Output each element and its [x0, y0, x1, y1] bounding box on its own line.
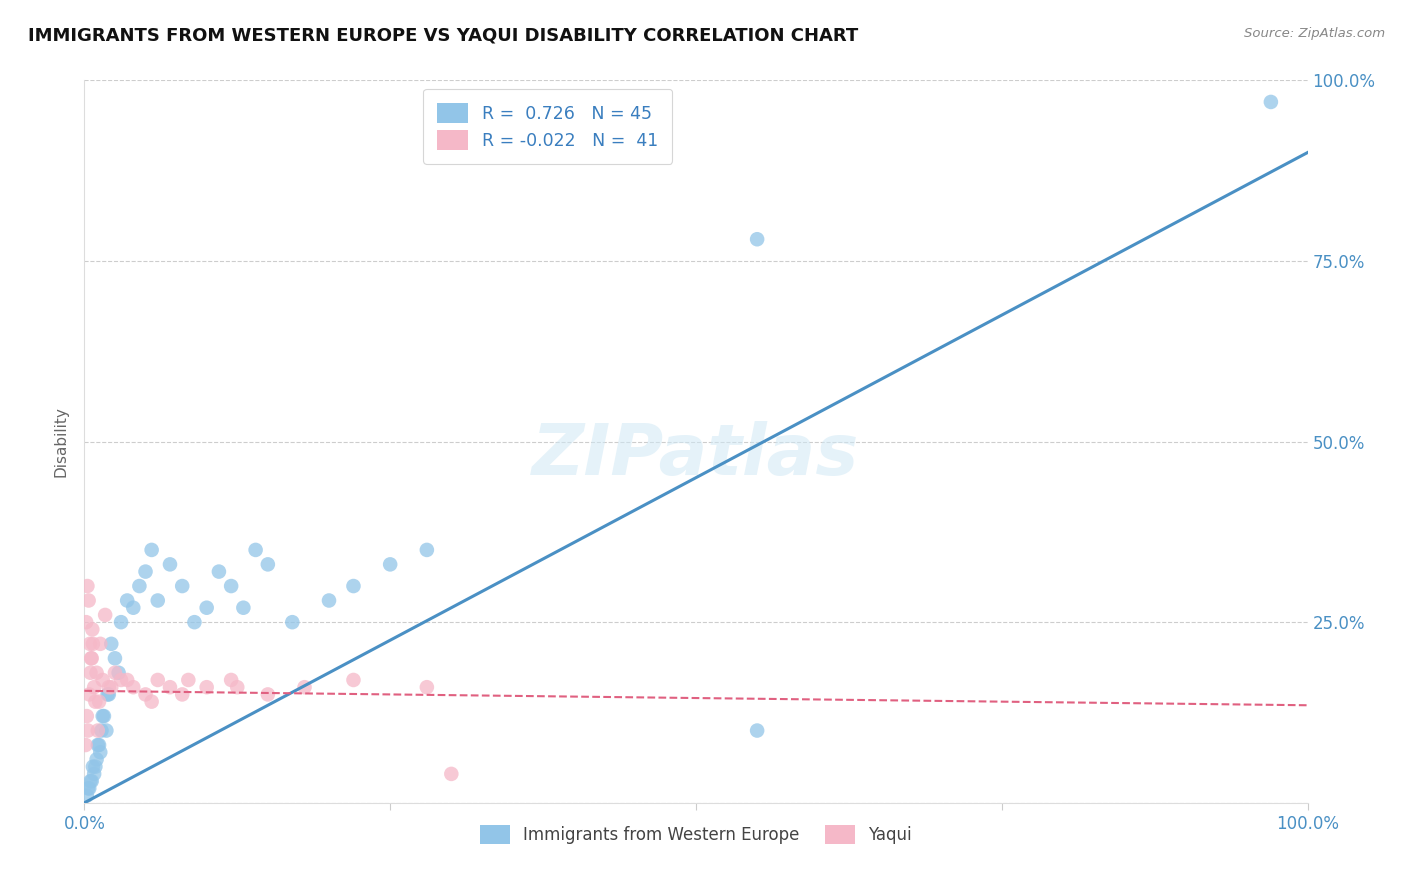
Text: IMMIGRANTS FROM WESTERN EUROPE VS YAQUI DISABILITY CORRELATION CHART: IMMIGRANTS FROM WESTERN EUROPE VS YAQUI … — [28, 27, 859, 45]
Point — [135, 565, 157, 579]
Point — [79, 774, 101, 789]
Point — [159, 680, 181, 694]
Point — [94, 607, 117, 622]
Point — [97, 687, 120, 701]
Point — [87, 723, 110, 738]
Point — [75, 615, 97, 630]
Point — [195, 680, 218, 694]
Point — [87, 695, 110, 709]
Point — [342, 673, 364, 687]
Point — [172, 579, 194, 593]
Point — [77, 781, 100, 796]
Point — [208, 565, 231, 579]
Point — [93, 709, 115, 723]
Point — [115, 673, 138, 687]
Point — [115, 593, 138, 607]
Point — [87, 738, 110, 752]
Point — [82, 760, 104, 774]
Point — [318, 593, 340, 607]
Point — [90, 723, 112, 738]
Point — [97, 687, 120, 701]
Point — [219, 579, 242, 593]
Point — [135, 687, 157, 701]
Point — [96, 723, 118, 738]
Point — [195, 600, 218, 615]
Point — [110, 615, 132, 630]
Point — [79, 637, 101, 651]
Point — [84, 760, 107, 774]
Text: Source: ZipAtlas.com: Source: ZipAtlas.com — [1244, 27, 1385, 40]
Point — [77, 687, 100, 701]
Point — [172, 687, 194, 701]
Point — [219, 673, 242, 687]
Point — [232, 600, 254, 615]
Point — [122, 600, 145, 615]
Point — [84, 695, 107, 709]
Point — [128, 579, 150, 593]
Point — [80, 651, 103, 665]
Point — [281, 615, 304, 630]
Point — [141, 542, 163, 557]
Point — [747, 232, 769, 246]
Point — [77, 723, 100, 738]
Point — [75, 738, 97, 752]
Point — [1260, 95, 1282, 109]
Point — [294, 680, 316, 694]
Point — [122, 680, 145, 694]
Point — [416, 680, 439, 694]
Point — [83, 767, 105, 781]
Point — [146, 593, 169, 607]
Text: ZIPatlas: ZIPatlas — [533, 422, 859, 491]
Point — [82, 637, 104, 651]
Point — [76, 789, 98, 803]
Point — [86, 665, 108, 680]
Point — [440, 767, 463, 781]
Point — [257, 558, 280, 572]
Y-axis label: Disability: Disability — [53, 406, 69, 477]
Point — [141, 695, 163, 709]
Point — [110, 673, 132, 687]
Point — [86, 752, 108, 766]
Point — [107, 665, 129, 680]
Point — [100, 680, 122, 694]
Point — [82, 623, 104, 637]
Point — [100, 637, 122, 651]
Point — [77, 593, 100, 607]
Point — [91, 673, 114, 687]
Point — [747, 723, 769, 738]
Point — [226, 680, 249, 694]
Point — [83, 680, 105, 694]
Point — [97, 680, 120, 694]
Point — [257, 687, 280, 701]
Point — [89, 745, 111, 759]
Point — [104, 665, 127, 680]
Point — [80, 774, 103, 789]
Point — [183, 615, 205, 630]
Legend: Immigrants from Western Europe, Yaqui: Immigrants from Western Europe, Yaqui — [472, 816, 920, 852]
Point — [89, 637, 111, 651]
Point — [77, 781, 100, 796]
Point — [80, 651, 103, 665]
Point — [159, 558, 181, 572]
Point — [79, 665, 101, 680]
Point — [146, 673, 169, 687]
Point — [380, 558, 402, 572]
Point — [76, 709, 98, 723]
Point — [416, 542, 439, 557]
Point — [104, 651, 127, 665]
Point — [177, 673, 200, 687]
Point — [245, 542, 267, 557]
Point — [87, 738, 110, 752]
Point — [91, 709, 114, 723]
Point — [76, 579, 98, 593]
Point — [342, 579, 364, 593]
